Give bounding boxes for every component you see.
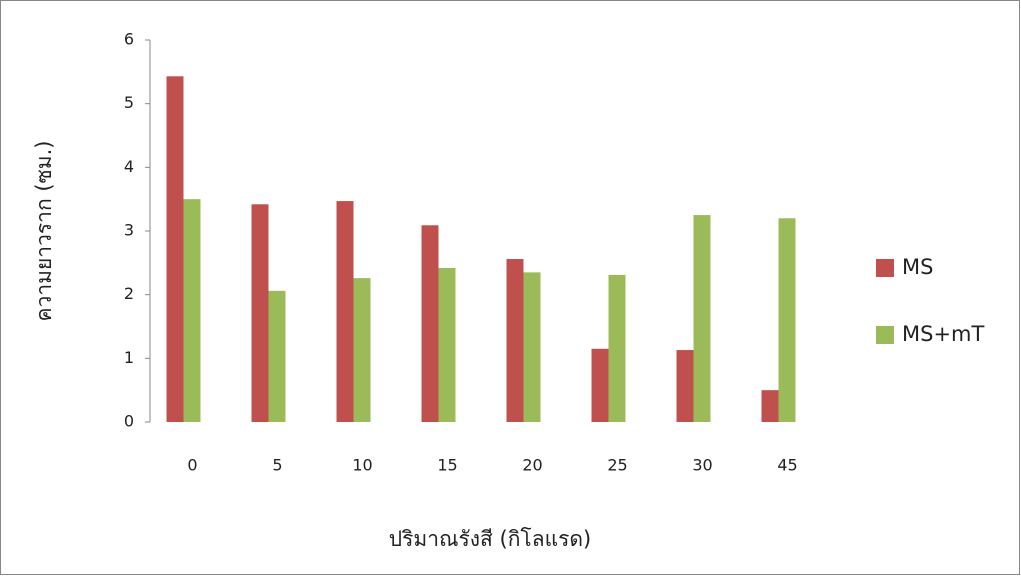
x-tick-label: 20 — [522, 456, 542, 475]
legend-swatch — [876, 259, 894, 277]
y-tick-label: 1 — [124, 348, 134, 367]
y-tick-label: 3 — [124, 221, 134, 240]
y-tick-label: 2 — [124, 284, 134, 303]
bar — [268, 290, 286, 422]
x-tick-label: 15 — [437, 456, 457, 475]
bar — [438, 267, 456, 422]
bar — [591, 348, 609, 422]
y-tick-label: 6 — [124, 30, 134, 49]
y-tick-label: 0 — [124, 412, 134, 431]
bar — [778, 218, 796, 422]
bar — [676, 350, 694, 422]
y-tick-label: 5 — [124, 93, 134, 112]
bar — [336, 201, 354, 422]
legend-label: MS — [902, 255, 933, 279]
bar — [506, 259, 524, 422]
bar — [761, 390, 779, 422]
legend-swatch — [876, 326, 894, 344]
y-axis-title: ความยาวราก (ซม.) — [32, 141, 56, 322]
bar — [693, 215, 711, 422]
x-tick-label: 10 — [352, 456, 372, 475]
x-axis-title: ปริมาณรังสี (กิโลแรด) — [389, 527, 591, 551]
x-tick-label: 45 — [777, 456, 797, 475]
bar — [353, 278, 371, 422]
bar — [608, 274, 626, 422]
bar — [421, 225, 439, 422]
y-tick-label: 4 — [124, 157, 134, 176]
bar — [183, 199, 201, 422]
x-tick-label: 30 — [692, 456, 712, 475]
bar — [166, 76, 184, 422]
bar — [523, 272, 541, 422]
x-tick-label: 5 — [272, 456, 282, 475]
x-tick-label: 0 — [187, 456, 197, 475]
bar — [251, 204, 269, 422]
legend-label: MS+mT — [902, 322, 985, 346]
x-tick-label: 25 — [607, 456, 627, 475]
